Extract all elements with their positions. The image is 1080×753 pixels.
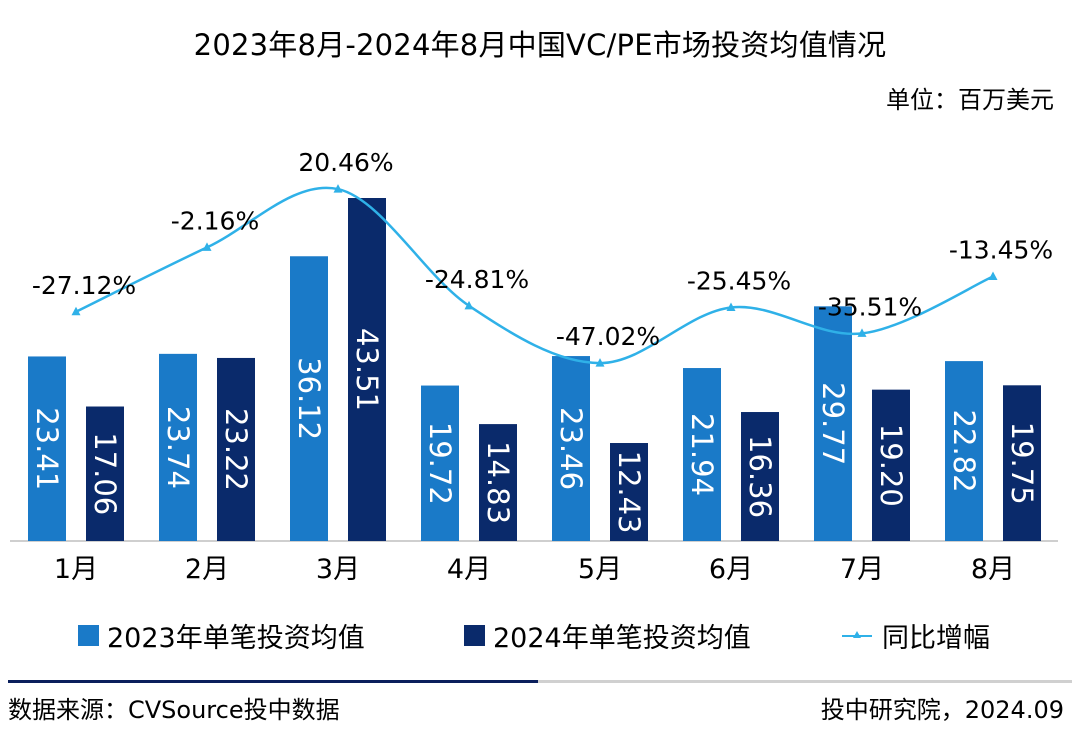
bar-2024-8 (1003, 385, 1041, 541)
bar-value-label: 23.74 (161, 406, 195, 489)
yoy-point (988, 271, 998, 281)
bar-value-label: 12.43 (612, 450, 646, 533)
bar-2023-4 (421, 385, 459, 541)
yoy-data-label: -13.45% (949, 236, 1053, 265)
chart-legend: 2023年单笔投资均值 2024年单笔投资均值 同比增幅 (0, 616, 1080, 660)
legend-label-yoy: 同比增幅 (882, 623, 990, 654)
yoy-data-label: -27.12% (32, 271, 136, 300)
bar-2023-8 (945, 361, 983, 541)
bar-value-label: 21.94 (685, 413, 719, 496)
x-tick-label: 2月 (185, 554, 229, 585)
credit-note: 投中研究院，2024.09 (820, 696, 1064, 724)
bar-value-label: 19.72 (423, 422, 457, 505)
x-tick-label: 7月 (840, 554, 884, 585)
legend-item-yoy: 同比增幅 (842, 616, 990, 655)
chart-plot: 23.41 23.74 36.12 19.72 23.46 21.94 29.77 22.82… (10, 148, 1058, 585)
bar-value-label: 23.22 (219, 408, 253, 491)
bar-2024-3 (348, 198, 386, 541)
yoy-point (595, 358, 605, 367)
yoy-data-label: -25.45% (687, 266, 791, 295)
bar-2024-5 (610, 443, 648, 541)
yoy-data-label: -47.02% (556, 322, 660, 351)
bar-value-label: 23.46 (554, 407, 588, 490)
legend-swatch-2023 (78, 625, 99, 646)
yoy-data-label: -2.16% (171, 206, 259, 235)
x-tick-label: 4月 (447, 554, 491, 585)
yoy-line (75, 186, 994, 365)
legend-swatch-2024 (464, 625, 485, 646)
bar-2024-4 (479, 424, 517, 541)
legend-item-2023: 2023年单笔投资均值 (78, 616, 365, 655)
chart-title: 2023年8月-2024年8月中国VC/PE市场投资均值情况 (193, 28, 887, 62)
legend-label-2024: 2024年单笔投资均值 (493, 623, 751, 654)
yoy-point (857, 328, 867, 337)
yoy-point (202, 242, 212, 251)
bar-value-label: 22.82 (947, 410, 981, 493)
bar-value-label: 36.12 (292, 357, 326, 440)
unit-label: 单位：百万美元 (886, 86, 1054, 114)
legend-label-2023: 2023年单笔投资均值 (107, 623, 365, 654)
bar-value-label: 16.36 (743, 435, 777, 518)
bar-value-label: 17.06 (88, 432, 122, 515)
bar-value-label: 29.77 (816, 382, 850, 465)
footer-divider-light (538, 680, 1072, 683)
yoy-point (726, 302, 736, 311)
footer-divider-dark (8, 680, 538, 683)
yoy-data-label: -35.51% (818, 292, 922, 321)
source-note: 数据来源：CVSource投中数据 (8, 696, 340, 724)
bar-2024-6 (741, 412, 779, 541)
bar-value-label: 14.83 (481, 441, 515, 524)
x-tick-label: 3月 (316, 554, 360, 585)
yoy-point (71, 306, 81, 316)
bar-2023-2 (159, 353, 197, 541)
yoy-point (464, 300, 474, 310)
bar-2023-7 (814, 306, 852, 541)
bar-value-label: 43.51 (350, 328, 384, 411)
x-tick-label: 5月 (578, 554, 622, 585)
bar-2023-1 (28, 356, 66, 541)
yoy-data-label: -24.81% (425, 265, 529, 294)
x-tick-label: 6月 (709, 554, 753, 585)
bar-2023-5 (552, 356, 590, 541)
legend-line-swatch-yoy (842, 625, 872, 646)
bar-value-label: 19.20 (874, 424, 908, 507)
bar-2023-3 (290, 256, 328, 541)
bar-2023-6 (683, 368, 721, 541)
x-tick-label: 8月 (971, 554, 1015, 585)
yoy-point (333, 184, 343, 193)
x-tick-label: 1月 (54, 554, 98, 585)
bar-2024-7 (872, 389, 910, 541)
bar-2024-1 (86, 406, 124, 541)
legend-item-2024: 2024年单笔投资均值 (464, 616, 751, 655)
bar-value-label: 23.41 (30, 407, 64, 490)
bar-2024-2 (217, 357, 255, 541)
bar-value-label: 19.75 (1005, 422, 1039, 505)
yoy-data-label: 20.46% (298, 148, 393, 177)
